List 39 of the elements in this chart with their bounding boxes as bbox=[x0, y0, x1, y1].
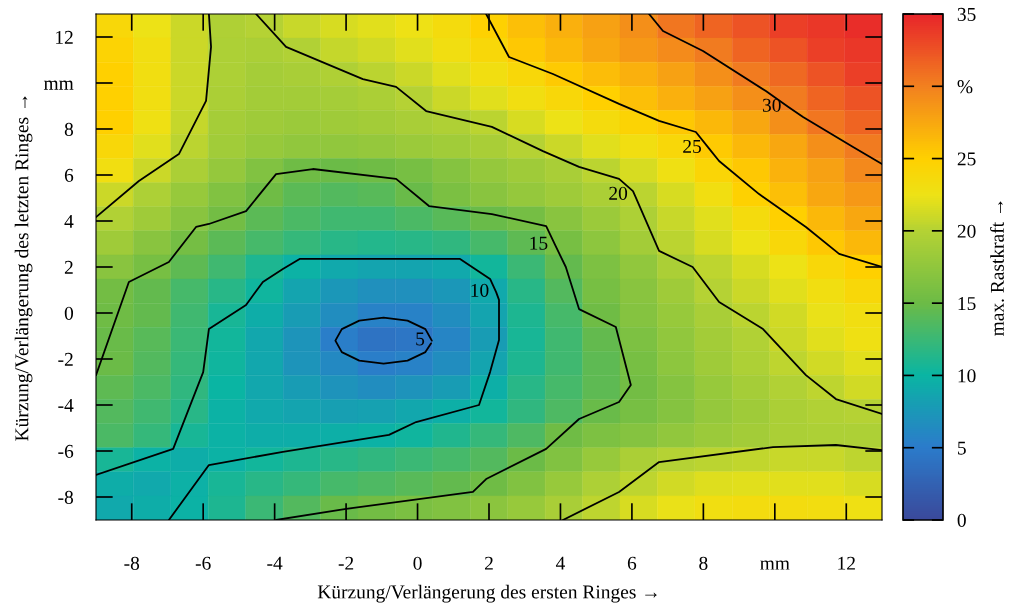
color-bar-label: 35 bbox=[957, 7, 976, 21]
color-bar-label: 15 bbox=[958, 297, 976, 311]
color-bar-title: max. Rastkraft → bbox=[990, 201, 1004, 336]
color-bar-label: % bbox=[957, 80, 973, 94]
y-tick-label: 2 bbox=[64, 260, 73, 274]
color-bar-label: 10 bbox=[958, 369, 976, 383]
y-tick-label: 4 bbox=[64, 214, 74, 228]
x-tick-label: -4 bbox=[267, 556, 283, 570]
x-tick-label: 4 bbox=[555, 556, 566, 570]
x-tick-label: -6 bbox=[195, 556, 211, 570]
x-tick-label: mm bbox=[760, 560, 790, 570]
y-tick-label: 0 bbox=[64, 306, 74, 320]
annotation: 20 bbox=[609, 186, 628, 200]
annotation: 25 bbox=[683, 139, 702, 153]
x-axis-title: Kürzung/Verlängerung des ersten Ringes → bbox=[317, 584, 657, 603]
x-tick-label: 0 bbox=[413, 556, 422, 570]
y-tick-label: -2 bbox=[58, 352, 73, 366]
y-axis-title: Kürzung/Verlängerung des letzten Ringes → bbox=[14, 96, 33, 441]
x-tick-label: 8 bbox=[699, 556, 708, 570]
color-bar-label: 20 bbox=[957, 224, 976, 238]
annotation: 15 bbox=[530, 236, 548, 250]
x-tick-label: 12 bbox=[838, 556, 855, 570]
y-tick-label: -6 bbox=[58, 444, 74, 458]
color-bar-label: 25 bbox=[957, 152, 976, 166]
x-tick-label: -8 bbox=[124, 556, 140, 570]
y-tick-label: 12 bbox=[56, 30, 73, 44]
x-tick-label: 6 bbox=[627, 556, 637, 570]
y-tick-label: -8 bbox=[58, 490, 74, 504]
y-tick-label: -4 bbox=[58, 398, 74, 412]
y-tick-label: 6 bbox=[64, 168, 74, 182]
annotation: 5 bbox=[416, 332, 425, 346]
y-tick-label: mm bbox=[43, 80, 74, 90]
annotation: 10 bbox=[471, 283, 489, 297]
x-tick-label: 2 bbox=[484, 556, 493, 570]
annotation: 30 bbox=[762, 98, 781, 112]
color-bar-label: 5 bbox=[958, 441, 966, 455]
y-tick-label: 8 bbox=[64, 122, 74, 136]
x-tick-label: -2 bbox=[338, 556, 354, 570]
color-bar-label: 0 bbox=[957, 513, 966, 527]
